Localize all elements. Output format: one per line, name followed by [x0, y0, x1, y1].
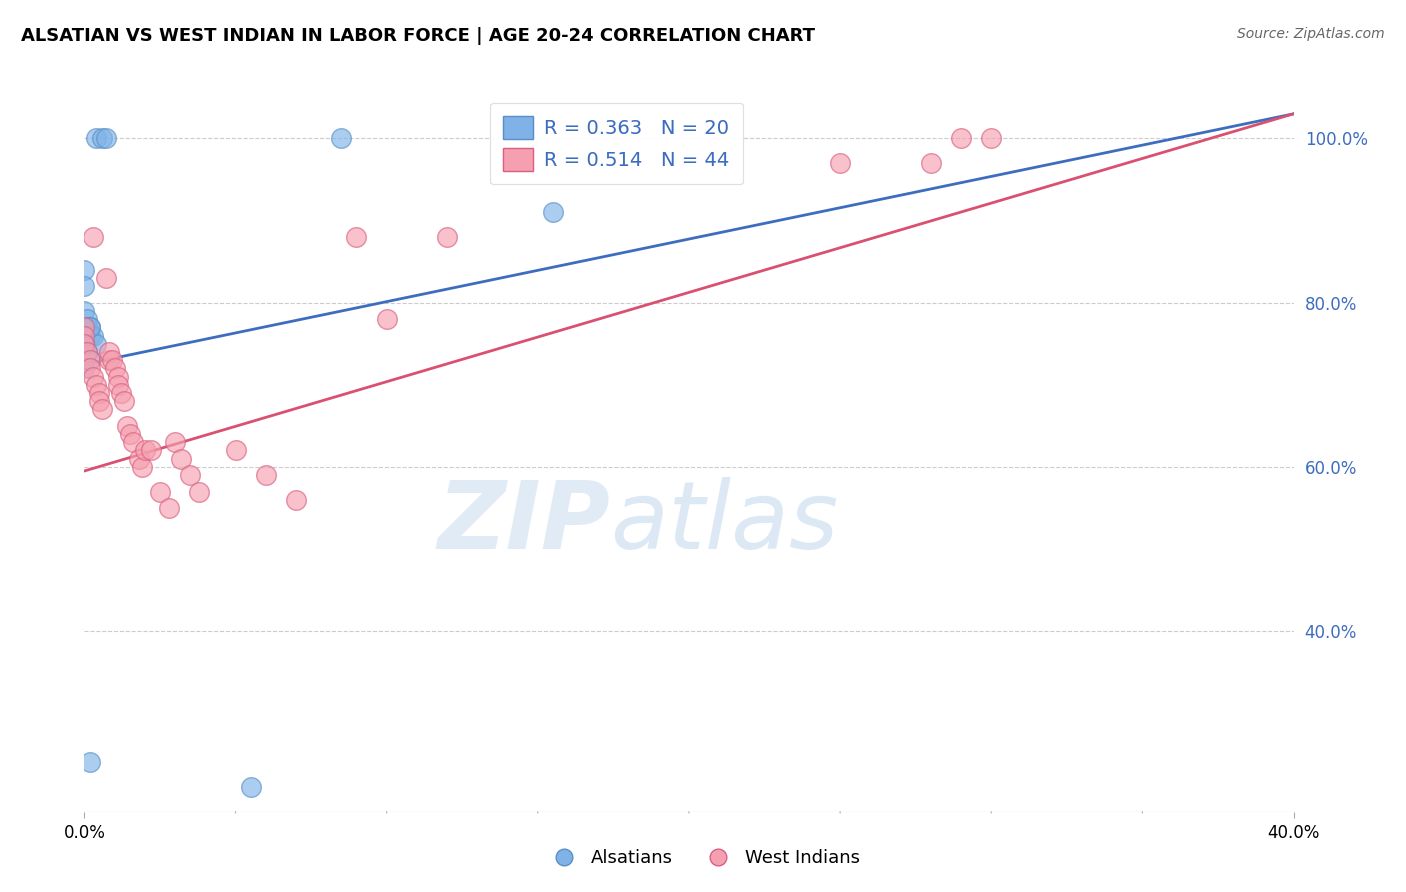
Point [285, 492, 308, 507]
Point [188, 484, 211, 499]
Point [82, 328, 104, 343]
Point [79, 320, 101, 334]
Point [73, 336, 96, 351]
Point [97, 345, 120, 359]
Point [97, 353, 120, 368]
Point [104, 361, 127, 376]
Point [149, 484, 172, 499]
Point [139, 443, 162, 458]
Point [94, 271, 117, 285]
Point [82, 369, 104, 384]
Point [134, 443, 156, 458]
Point [86, 377, 108, 392]
Text: ZIP: ZIP [437, 476, 610, 569]
Point [79, 328, 101, 343]
Point [79, 353, 101, 368]
Point [980, 131, 1002, 145]
Point [91, 131, 114, 145]
Point [118, 427, 141, 442]
Point [79, 361, 101, 376]
Point [82, 230, 104, 244]
Point [436, 230, 458, 244]
Point [239, 780, 262, 794]
Point [541, 205, 564, 219]
Point [179, 468, 201, 483]
Point [73, 336, 96, 351]
Point [225, 443, 247, 458]
Point [76, 320, 98, 334]
Point [79, 756, 101, 770]
Point [375, 312, 398, 326]
Text: atlas: atlas [610, 477, 838, 568]
Legend: R = 0.363   N = 20, R = 0.514   N = 44: R = 0.363 N = 20, R = 0.514 N = 44 [489, 103, 742, 185]
Point [79, 353, 101, 368]
Point [73, 262, 96, 277]
Point [254, 468, 277, 483]
Point [76, 345, 98, 359]
Point [91, 402, 114, 417]
Point [330, 131, 353, 145]
Point [100, 353, 122, 368]
Text: ALSATIAN VS WEST INDIAN IN LABOR FORCE | AGE 20-24 CORRELATION CHART: ALSATIAN VS WEST INDIAN IN LABOR FORCE |… [21, 27, 815, 45]
Point [89, 394, 111, 409]
Point [86, 131, 108, 145]
Point [165, 435, 187, 450]
Point [115, 418, 138, 433]
Point [112, 394, 135, 409]
Point [107, 369, 129, 384]
Point [86, 336, 108, 351]
Point [73, 336, 96, 351]
Point [950, 131, 973, 145]
Point [170, 451, 193, 466]
Point [920, 156, 942, 170]
Point [76, 345, 98, 359]
Legend: Alsatians, West Indians: Alsatians, West Indians [538, 842, 868, 874]
Point [73, 361, 96, 376]
Point [110, 386, 132, 401]
Point [121, 435, 143, 450]
Point [107, 377, 129, 392]
Point [157, 500, 180, 515]
Point [94, 131, 117, 145]
Point [346, 230, 368, 244]
Point [76, 312, 98, 326]
Point [79, 320, 101, 334]
Text: Source: ZipAtlas.com: Source: ZipAtlas.com [1237, 27, 1385, 41]
Point [73, 279, 96, 293]
Point [73, 320, 96, 334]
Point [73, 304, 96, 318]
Point [73, 328, 96, 343]
Point [89, 386, 111, 401]
Point [830, 156, 852, 170]
Point [128, 451, 150, 466]
Point [131, 459, 153, 474]
